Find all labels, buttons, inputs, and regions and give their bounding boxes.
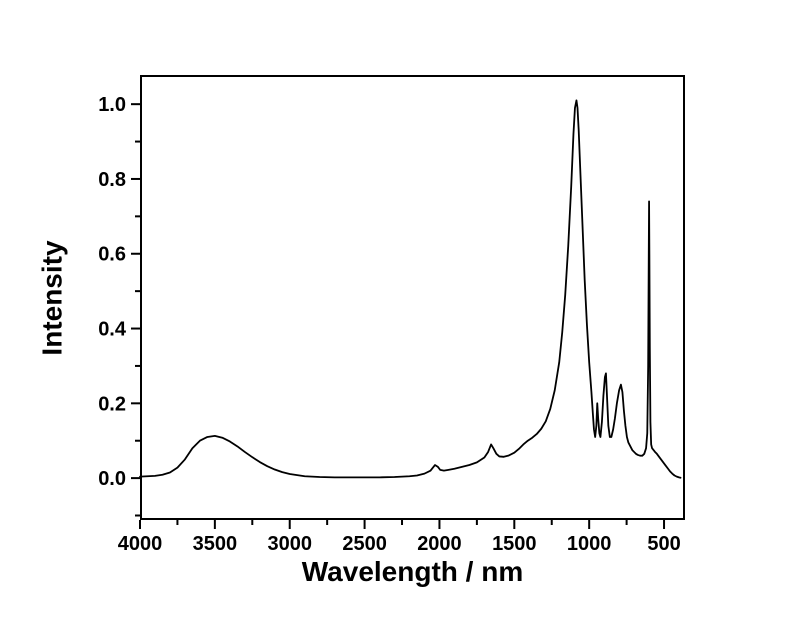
y-tick-label: 0.8 xyxy=(98,169,126,191)
x-axis-title: Wavelength / nm xyxy=(301,556,524,587)
x-tick-label: 2500 xyxy=(342,533,387,555)
x-tick-label: 1500 xyxy=(492,533,537,555)
y-axis-title: Intensity xyxy=(37,239,69,356)
y-tick-label: 0.4 xyxy=(98,319,127,341)
y-tick-label: 0.6 xyxy=(98,244,126,266)
y-tick-label: 1.0 xyxy=(98,94,126,116)
plot-frame xyxy=(140,75,685,520)
x-tick-label: 1000 xyxy=(567,533,612,555)
y-tick-label: 0.2 xyxy=(98,393,126,415)
y-tick-label: 0.0 xyxy=(98,468,126,490)
y-axis-title-wrap: Intensity xyxy=(30,75,76,520)
x-tick-label: 4000 xyxy=(118,533,163,555)
spectrum-line xyxy=(139,99,682,479)
x-tick-label: 500 xyxy=(647,533,680,555)
spectrum-plot: 4000 3500 3000 2500 2000 1500 1000 500 0.0 0.2 0.4… xyxy=(98,75,685,555)
plot-area: 4000 3500 3000 2500 2000 1500 1000 500 0.0 0.2 0.4… xyxy=(98,75,685,555)
x-tick-label: 2000 xyxy=(417,533,462,555)
x-tick-label: 3000 xyxy=(267,533,312,555)
x-tick-label: 3500 xyxy=(193,533,238,555)
